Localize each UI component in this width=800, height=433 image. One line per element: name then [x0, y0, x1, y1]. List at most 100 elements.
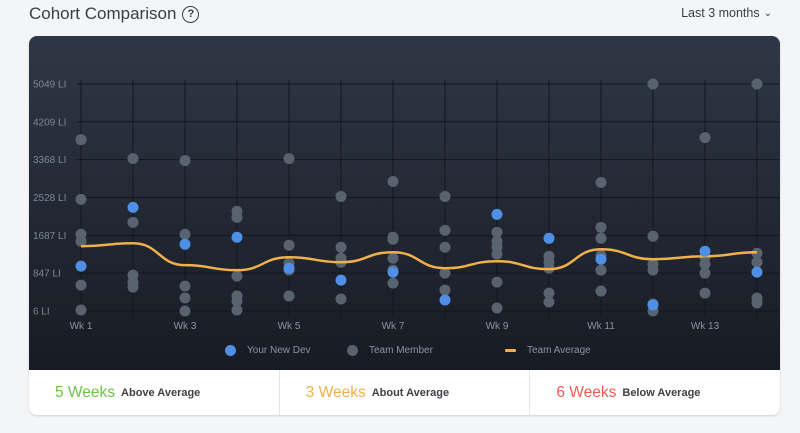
team-member-point — [127, 281, 139, 293]
new-dev-point — [75, 260, 87, 272]
y-tick-label: 847 LI — [33, 269, 61, 280]
new-dev-point — [231, 231, 243, 243]
legend-label: Team Member — [369, 345, 433, 356]
team-member-point — [335, 241, 347, 253]
team-member-point — [595, 221, 607, 233]
team-member-point — [439, 190, 451, 202]
team-member-point — [179, 155, 191, 167]
chart-legend: Your New Dev Team Member Team Average — [29, 345, 780, 363]
chart-card: 6 LI 847 LI 1687 LI 2528 LI 3368 LI 4209 LI 50… — [29, 36, 780, 415]
chevron-down-icon: ⌄ — [763, 7, 772, 19]
team-member-point — [491, 226, 503, 238]
team-member-point — [595, 176, 607, 188]
summary-label: About Average — [371, 386, 450, 399]
y-tick-label: 2528 LI — [33, 193, 66, 204]
new-dev-point — [179, 238, 191, 250]
team-member-point — [439, 267, 451, 279]
new-dev-point — [127, 201, 139, 213]
new-dev-point — [647, 299, 659, 311]
team-member-point — [231, 295, 243, 307]
summary-footer: 5 Weeks Above Average 3 Weeks About Aver… — [29, 370, 780, 415]
scatter-chart: 6 LI 847 LI 1687 LI 2528 LI 3368 LI 4209 LI 50… — [33, 78, 779, 332]
new-dev-point — [751, 266, 763, 278]
team-member-point — [491, 276, 503, 288]
team-member-point — [699, 267, 711, 279]
team-member-point — [647, 230, 659, 242]
y-tick-label: 1687 LI — [33, 231, 66, 242]
team-member-point — [75, 235, 87, 247]
team-member-point — [127, 216, 139, 228]
summary-count: 6 Weeks — [556, 383, 617, 401]
team-member-point — [647, 78, 659, 90]
team-member-point — [75, 193, 87, 205]
team-member-point — [387, 233, 399, 245]
team-member-point — [647, 264, 659, 276]
team-average-line — [80, 242, 758, 272]
new-dev-point — [491, 208, 503, 220]
team-member-point — [543, 296, 555, 308]
x-tick-label: Wk 11 — [587, 321, 615, 332]
team-member-point — [231, 270, 243, 282]
team-member-point — [387, 252, 399, 264]
team-member-point — [231, 211, 243, 223]
new-dev-point — [543, 232, 555, 244]
summary-count: 5 Weeks — [55, 383, 116, 401]
team-member-point — [179, 228, 191, 240]
team-member-point — [699, 258, 711, 270]
page-title: Cohort Comparison ? — [29, 4, 200, 24]
legend-label: Your New Dev — [247, 345, 311, 356]
date-range-label: Last 3 months — [681, 6, 760, 20]
team-member-point — [439, 241, 451, 253]
legend-item-new-dev: Your New Dev — [225, 345, 311, 356]
team-member-point — [543, 287, 555, 299]
team-member-point — [179, 305, 191, 317]
team-member-point — [179, 280, 191, 292]
team-member-point — [439, 224, 451, 236]
team-member-point — [231, 304, 243, 316]
y-tick-label: 5049 LI — [33, 80, 66, 91]
new-dev-point — [699, 245, 711, 257]
x-tick-label: Wk 13 — [691, 321, 720, 332]
legend-item-team-average: Team Average — [505, 345, 591, 356]
x-tick-label: Wk 7 — [382, 321, 405, 332]
new-dev-point — [335, 274, 347, 286]
summary-below: 6 Weeks Below Average — [530, 370, 780, 415]
x-tick-label: Wk 9 — [486, 321, 509, 332]
team-member-point — [439, 284, 451, 296]
y-tick-label: 6 LI — [33, 307, 50, 318]
team-member-point — [491, 248, 503, 260]
team-member-point — [335, 293, 347, 305]
team-member-point — [75, 279, 87, 291]
y-tick-label: 4209 LI — [33, 117, 66, 128]
x-tick-label: Wk 1 — [70, 321, 93, 332]
question-circle-icon[interactable]: ? — [182, 5, 200, 23]
team-member-point — [283, 239, 295, 251]
x-tick-label: Wk 5 — [278, 321, 301, 332]
summary-label: Below Average — [622, 386, 701, 399]
date-range-dropdown[interactable]: Last 3 months ⌄ — [681, 6, 772, 20]
legend-line-team-average — [505, 349, 516, 352]
title-text: Cohort Comparison — [29, 4, 177, 23]
summary-count: 3 Weeks — [305, 383, 366, 401]
team-member-point — [699, 132, 711, 144]
team-member-point — [387, 175, 399, 187]
chart-area: 6 LI 847 LI 1687 LI 2528 LI 3368 LI 4209 LI 50… — [29, 36, 780, 370]
team-member-point — [75, 134, 87, 146]
legend-dot-new-dev — [225, 345, 236, 356]
team-member-point — [283, 153, 295, 165]
team-member-point — [387, 277, 399, 289]
legend-item-team-member: Team Member — [347, 345, 433, 356]
legend-label: Team Average — [527, 345, 591, 356]
x-tick-label: Wk 3 — [174, 321, 197, 332]
team-member-point — [491, 302, 503, 314]
team-member-point — [595, 285, 607, 297]
team-member-point — [283, 290, 295, 302]
team-member-point — [595, 232, 607, 244]
summary-about: 3 Weeks About Average — [280, 370, 531, 415]
summary-above: 5 Weeks Above Average — [29, 370, 280, 415]
team-member-point — [751, 78, 763, 90]
y-tick-label: 3368 LI — [33, 155, 66, 166]
new-dev-point — [283, 262, 295, 274]
team-member-point — [751, 256, 763, 268]
summary-label: Above Average — [121, 386, 201, 399]
